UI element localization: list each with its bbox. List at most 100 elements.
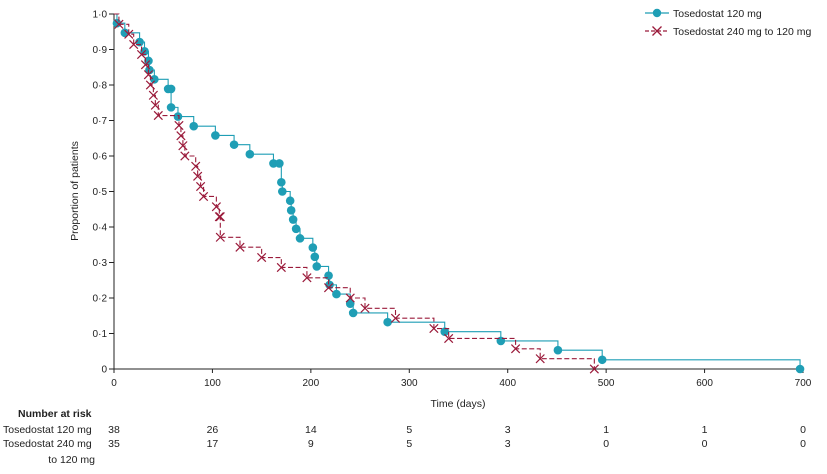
data-point bbox=[795, 364, 805, 374]
y-tick-label: 0·4 bbox=[93, 223, 108, 234]
data-point bbox=[553, 345, 563, 355]
data-point bbox=[143, 70, 154, 80]
data-point bbox=[191, 161, 201, 171]
y-tick-label: 0·6 bbox=[93, 152, 108, 163]
risk-value: 5 bbox=[406, 438, 412, 450]
data-point bbox=[195, 181, 206, 192]
risk-value: 1 bbox=[702, 424, 708, 436]
data-point bbox=[429, 323, 439, 334]
data-point bbox=[173, 112, 183, 121]
y-tick-label: 0·5 bbox=[93, 187, 108, 198]
data-point bbox=[129, 39, 139, 50]
data-point bbox=[291, 224, 301, 234]
y-tick-label: 0·8 bbox=[93, 81, 108, 92]
data-point bbox=[360, 303, 370, 313]
legend: Tosedostat 120 mg Tosedostat 240 mg to 1… bbox=[645, 8, 811, 38]
data-point bbox=[332, 289, 341, 299]
data-point bbox=[345, 299, 355, 308]
data-point bbox=[308, 243, 318, 252]
number-at-risk-table: Number at risk Tosedostat 120 mg Tosedos… bbox=[3, 408, 806, 466]
y-tick-label: 0 bbox=[101, 365, 107, 376]
risk-value: 3 bbox=[505, 438, 511, 450]
data-point bbox=[295, 234, 305, 243]
risk-value: 17 bbox=[207, 438, 219, 450]
data-point bbox=[193, 171, 203, 181]
data-point bbox=[150, 75, 159, 84]
y-tick-label: 0·9 bbox=[93, 45, 108, 56]
legend-marker-240mg bbox=[652, 26, 662, 36]
data-point bbox=[275, 159, 284, 168]
y-tick-label: 0·2 bbox=[93, 294, 108, 305]
risk-table-header: Number at risk bbox=[18, 408, 92, 420]
data-point bbox=[211, 202, 221, 212]
data-point bbox=[312, 262, 322, 271]
data-point bbox=[229, 140, 239, 149]
x-tick-label: 0 bbox=[111, 378, 117, 389]
risk-value: 35 bbox=[108, 438, 120, 450]
data-point bbox=[348, 308, 358, 318]
y-ticks: 0 0·1 0·2 0·3 0·4 0·5 0·6 0·7 0·8 0·9 1·0 bbox=[93, 10, 114, 376]
data-point bbox=[235, 242, 245, 252]
data-point bbox=[383, 317, 392, 327]
data-point bbox=[269, 159, 278, 168]
data-point bbox=[214, 212, 224, 222]
data-point bbox=[285, 196, 295, 206]
data-point bbox=[144, 56, 153, 66]
risk-value: 1 bbox=[603, 424, 609, 436]
data-point bbox=[124, 29, 134, 39]
data-point bbox=[245, 149, 255, 159]
risk-value: 3 bbox=[505, 424, 511, 436]
series-line bbox=[114, 13, 801, 369]
risk-value: 5 bbox=[406, 424, 412, 436]
data-point bbox=[150, 100, 160, 110]
legend-label-120mg: Tosedostat 120 mg bbox=[673, 8, 762, 20]
x-tick-label: 700 bbox=[795, 378, 812, 389]
data-point bbox=[114, 19, 124, 29]
risk-value: 26 bbox=[207, 424, 219, 436]
risk-value: 0 bbox=[800, 424, 806, 436]
data-point bbox=[211, 131, 220, 140]
y-tick-label: 0·7 bbox=[93, 116, 108, 127]
data-point bbox=[174, 120, 184, 131]
y-tick-label: 0·1 bbox=[93, 329, 108, 340]
risk-value: 0 bbox=[702, 438, 708, 450]
data-point bbox=[535, 354, 545, 364]
data-point bbox=[257, 252, 267, 263]
data-point bbox=[145, 80, 156, 90]
data-point bbox=[510, 344, 521, 354]
risk-value: 38 bbox=[108, 424, 120, 436]
x-ticks: 0 100 200 300 400 500 600 700 bbox=[111, 369, 812, 389]
data-point bbox=[166, 84, 176, 94]
data-point bbox=[176, 131, 186, 141]
risk-value: 14 bbox=[305, 424, 317, 436]
data-point bbox=[597, 355, 607, 365]
x-tick-label: 500 bbox=[598, 378, 615, 389]
x-tick-label: 600 bbox=[696, 378, 713, 389]
risk-values: 38 26 14 5 3 1 1 0 35 17 9 5 3 0 0 0 bbox=[108, 424, 806, 450]
data-point bbox=[444, 333, 454, 344]
data-point bbox=[390, 313, 401, 323]
data-point bbox=[189, 121, 199, 131]
data-point bbox=[345, 293, 355, 303]
x-axis-title: Time (days) bbox=[430, 398, 485, 410]
legend-item-240mg: Tosedostat 240 mg to 120 mg bbox=[645, 26, 811, 38]
data-point bbox=[153, 110, 163, 121]
data-point bbox=[310, 252, 320, 262]
data-point bbox=[277, 177, 286, 187]
x-tick-label: 400 bbox=[499, 378, 516, 389]
legend-item-120mg: Tosedostat 120 mg bbox=[645, 8, 762, 20]
data-point bbox=[440, 327, 450, 337]
data-point bbox=[180, 151, 190, 161]
data-point bbox=[148, 90, 158, 100]
data-point bbox=[198, 191, 209, 202]
data-point bbox=[278, 187, 287, 196]
data-point bbox=[136, 49, 147, 60]
risk-value: 0 bbox=[800, 438, 806, 450]
risk-value: 9 bbox=[308, 438, 314, 450]
data-point bbox=[120, 28, 130, 38]
risk-row-label-240mg-cont: to 120 mg bbox=[48, 454, 95, 466]
risk-row-label-120mg: Tosedostat 120 mg bbox=[3, 424, 92, 436]
risk-value: 0 bbox=[603, 438, 609, 450]
data-point bbox=[323, 283, 334, 293]
